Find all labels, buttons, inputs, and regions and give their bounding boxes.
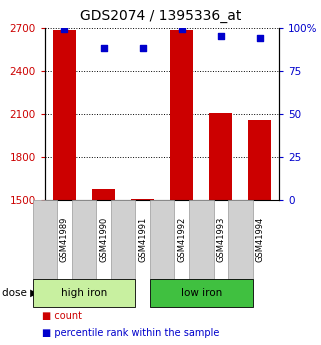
Bar bbox=[170, 30, 193, 200]
Text: GSM41990: GSM41990 bbox=[99, 217, 108, 263]
Text: dose ▶: dose ▶ bbox=[2, 288, 38, 298]
Text: GSM41991: GSM41991 bbox=[138, 217, 147, 263]
Text: ■ percentile rank within the sample: ■ percentile rank within the sample bbox=[42, 328, 219, 338]
Text: GSM41989: GSM41989 bbox=[60, 217, 69, 263]
Point bbox=[62, 27, 67, 32]
Point bbox=[140, 46, 145, 51]
Bar bbox=[53, 30, 76, 200]
Point bbox=[101, 46, 106, 51]
Text: GSM41993: GSM41993 bbox=[216, 217, 225, 263]
Text: GDS2074 / 1395336_at: GDS2074 / 1395336_at bbox=[80, 9, 241, 22]
Point bbox=[257, 35, 262, 41]
Text: high iron: high iron bbox=[61, 288, 107, 298]
Text: GSM41992: GSM41992 bbox=[177, 217, 186, 263]
Point bbox=[179, 27, 184, 32]
Bar bbox=[248, 120, 272, 200]
Text: low iron: low iron bbox=[180, 288, 222, 298]
Bar bbox=[131, 199, 154, 200]
Text: GSM41994: GSM41994 bbox=[255, 217, 264, 263]
Bar bbox=[92, 189, 115, 200]
Text: ■ count: ■ count bbox=[42, 311, 82, 321]
Bar bbox=[209, 113, 232, 200]
Point bbox=[218, 33, 223, 39]
